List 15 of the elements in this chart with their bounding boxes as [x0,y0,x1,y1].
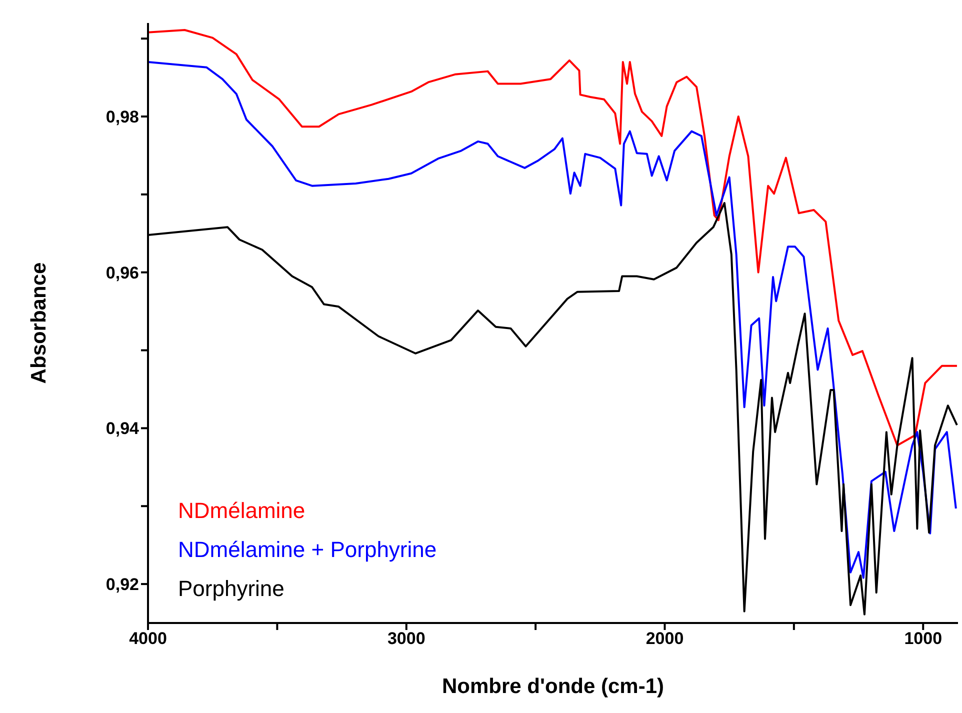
x-axis-title: Nombre d'onde (cm-1) [442,675,664,698]
y-axis-title: Absorbance [27,262,50,384]
x-tick-label: 4000 [129,629,167,648]
text: NDmélamine + Porphyrine [178,536,437,564]
text: NDmélamine [178,497,306,525]
x-tick-label: 2000 [646,629,684,648]
text: Porphyrine [178,575,286,603]
line-series [148,29,958,446]
x-tick-label: 1000 [904,629,942,648]
line-series [148,60,957,579]
y-tick-label: 0,96 [106,263,139,282]
y-tick-label: 0,98 [106,108,139,127]
y-tick-label: 0,92 [106,575,139,594]
x-tick-label: 3000 [387,629,426,648]
y-tick-label: 0,94 [106,419,140,438]
